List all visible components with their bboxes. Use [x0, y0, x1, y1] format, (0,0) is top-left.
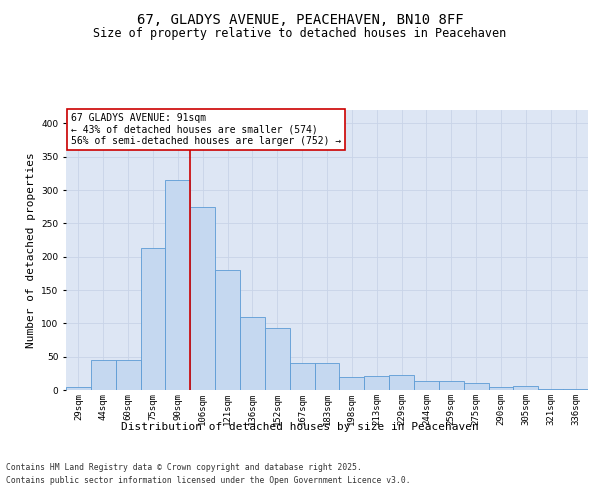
Y-axis label: Number of detached properties: Number of detached properties — [26, 152, 35, 348]
Bar — [364, 376, 389, 390]
Text: Size of property relative to detached houses in Peacehaven: Size of property relative to detached ho… — [94, 28, 506, 40]
Bar — [389, 376, 414, 390]
Bar — [140, 248, 166, 390]
Bar — [439, 382, 464, 390]
Bar — [240, 316, 265, 390]
Bar — [91, 360, 116, 390]
Bar — [464, 384, 488, 390]
Bar — [514, 386, 538, 390]
Bar — [488, 386, 514, 390]
Bar — [190, 206, 215, 390]
Text: 67, GLADYS AVENUE, PEACEHAVEN, BN10 8FF: 67, GLADYS AVENUE, PEACEHAVEN, BN10 8FF — [137, 12, 463, 26]
Bar — [314, 364, 340, 390]
Bar — [166, 180, 190, 390]
Bar — [538, 388, 563, 390]
Bar — [265, 328, 290, 390]
Text: Distribution of detached houses by size in Peacehaven: Distribution of detached houses by size … — [121, 422, 479, 432]
Bar — [414, 380, 439, 390]
Bar — [215, 270, 240, 390]
Text: 67 GLADYS AVENUE: 91sqm
← 43% of detached houses are smaller (574)
56% of semi-d: 67 GLADYS AVENUE: 91sqm ← 43% of detache… — [71, 113, 341, 146]
Bar — [340, 376, 364, 390]
Bar — [116, 360, 140, 390]
Text: Contains public sector information licensed under the Open Government Licence v3: Contains public sector information licen… — [6, 476, 410, 485]
Bar — [290, 364, 314, 390]
Bar — [66, 386, 91, 390]
Text: Contains HM Land Registry data © Crown copyright and database right 2025.: Contains HM Land Registry data © Crown c… — [6, 462, 362, 471]
